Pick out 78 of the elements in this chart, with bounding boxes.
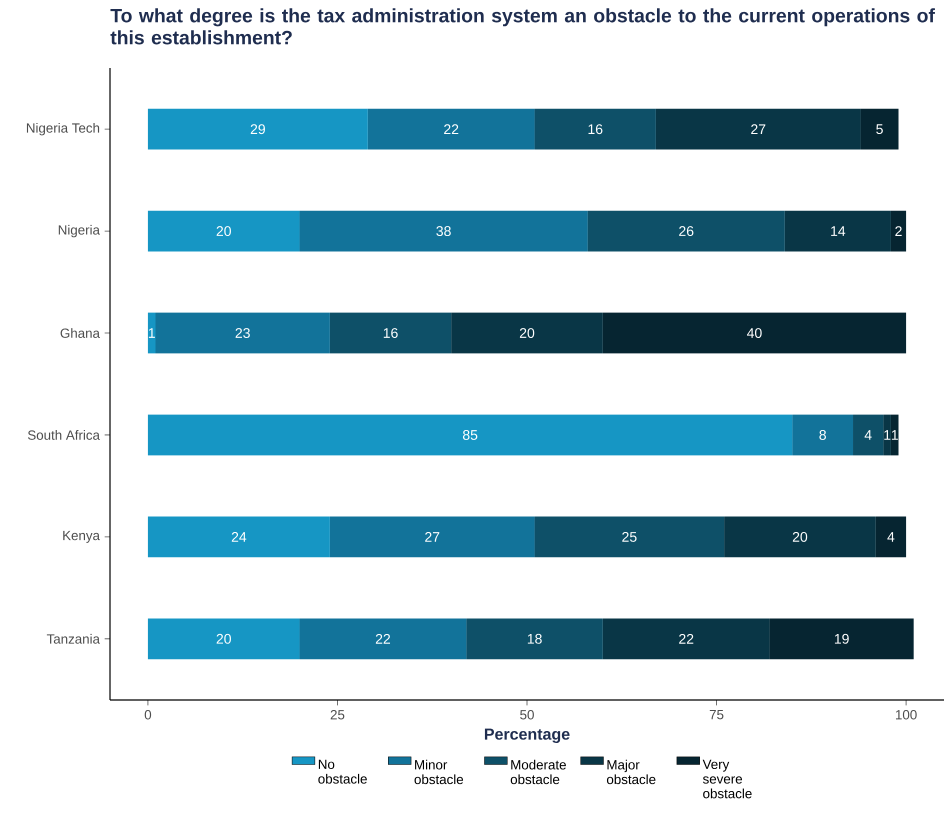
bar [656,108,861,150]
bar [451,312,603,354]
data-label: 20 [520,328,534,338]
data-label: 16 [588,124,602,134]
data-label: 22 [376,634,390,644]
data-label: 24 [232,532,246,542]
bar [534,516,724,558]
bar [148,210,300,252]
x-tick-label: 0 [144,710,152,720]
data-label: 20 [792,532,808,542]
data-label: 16 [384,328,398,338]
bar [466,618,603,660]
bar [724,516,876,558]
y-tick-label: South Africa [28,430,100,440]
data-label: 40 [746,328,762,338]
data-label: 27 [751,124,766,134]
data-label: 19 [834,634,849,644]
legend-label: Moderate obstacle [510,760,566,784]
data-label: 85 [462,430,478,440]
y-tick-label: Nigeria Tech [26,122,100,136]
y-tick-label: Tanzania [46,634,100,644]
data-label: 4 [864,430,872,440]
data-label: 1 [884,430,890,440]
data-label: 18 [528,634,542,644]
bar [883,414,891,456]
bar [156,312,330,354]
data-label: 5 [876,124,883,134]
bar [602,312,906,354]
data-label: 8 [819,430,826,440]
bar [876,516,906,558]
data-label: 38 [436,226,451,236]
bar [148,108,368,150]
bar [890,414,899,456]
y-tick-label: Nigeria [58,224,100,238]
data-label: 1 [892,430,898,440]
data-label: 29 [250,124,265,134]
data-label: 22 [679,634,694,644]
legend-label: Very severe obstacle [702,760,752,798]
bar [860,108,899,150]
y-tick-label: Kenya [63,530,100,543]
bar [588,210,785,252]
bar [148,414,792,456]
data-label: 14 [831,226,846,236]
bar [534,108,656,150]
bar [148,516,330,558]
legend-label: No obstacle [318,760,367,784]
legend-label: Major obstacle [606,760,656,784]
x-tick-label: 100 [896,710,917,720]
data-label: 1 [148,328,155,338]
bar [148,618,300,660]
x-tick-label: 75 [710,710,724,720]
data-label: 27 [425,532,440,542]
chart-title: To what degree is the tax administration system an obstacle to the current operations of this establishment? [110,8,935,44]
bar [602,618,770,660]
data-label: 26 [679,226,694,236]
data-label: 4 [887,532,894,542]
data-label: 25 [622,532,637,542]
y-tick-label: Ghana [60,328,100,338]
x-axis-title: Percentage [484,728,570,744]
data-label: 23 [236,328,250,338]
bar [148,312,156,354]
bar [890,210,906,252]
bar [770,618,914,660]
x-tick-label: 50 [520,710,534,720]
bar [330,312,452,354]
bar [300,210,588,252]
bar [368,108,535,150]
bar [792,414,854,456]
bar [853,414,884,456]
x-tick-label: 25 [330,710,344,720]
data-label: 22 [444,124,458,134]
bar [784,210,891,252]
bar [300,618,466,660]
data-label: 20 [216,226,231,236]
legend-label: Minor obstacle [414,760,464,784]
data-label: 20 [216,634,231,644]
bar [330,516,535,558]
data-label: 2 [895,226,902,236]
